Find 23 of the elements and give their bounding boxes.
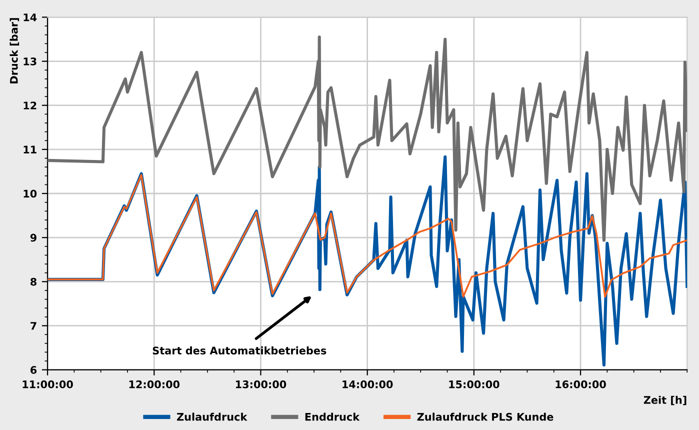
line-series <box>48 36 688 242</box>
x-tick-label: 12:00:00 <box>129 380 180 388</box>
annotation: Start des Automatikbetriebes <box>152 346 326 354</box>
legend-label: Enddruck <box>305 412 360 421</box>
y-tick-label: 14 <box>24 14 37 22</box>
y-tick-label: 13 <box>24 58 36 66</box>
x-tick-label: 13:00:00 <box>236 380 286 388</box>
y-axis-title: Druck [bar] <box>10 18 20 84</box>
x-tick-label: 15:00:00 <box>449 380 500 388</box>
x-tick-label: 14:00:00 <box>342 380 393 388</box>
y-tick-label: 9 <box>30 234 36 242</box>
y-tick-label: 12 <box>24 102 36 110</box>
y-tick-label: 7 <box>30 322 36 330</box>
x-tick-label: 11:00:00 <box>22 380 73 388</box>
y-tick-label: 10 <box>24 190 37 198</box>
legend-label: Zulaufdruck <box>176 412 248 421</box>
x-tick-label: 16:00:00 <box>556 380 606 388</box>
line-series <box>48 174 688 298</box>
x-axis-title: Zeit [h] <box>644 396 686 406</box>
y-tick-label: 11 <box>24 146 36 154</box>
y-tick-label: 8 <box>30 278 36 286</box>
legend-label: Zulaufdruck PLS Kunde <box>417 412 554 421</box>
y-tick-label: 6 <box>30 366 37 374</box>
